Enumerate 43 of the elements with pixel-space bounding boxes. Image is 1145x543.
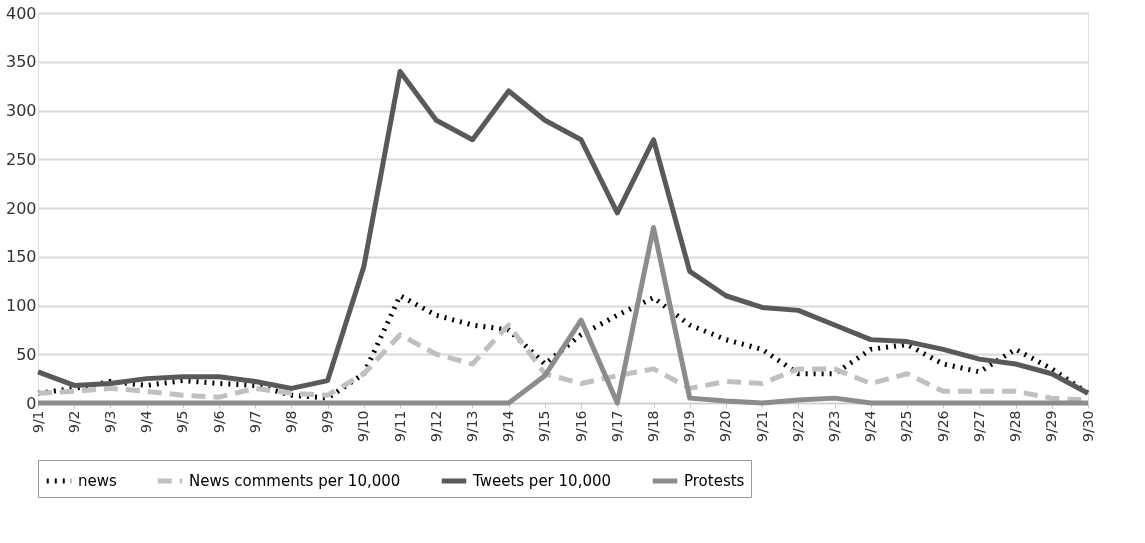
x-tick-label: 9/17	[608, 410, 625, 442]
x-tick-label: 9/10	[355, 410, 372, 442]
x-tick-label: 9/23	[826, 410, 843, 442]
legend-label: Protests	[684, 472, 745, 490]
x-tick-label: 9/13	[463, 410, 480, 442]
y-tick-label: 250	[5, 149, 37, 169]
y-tick-label: 400	[5, 3, 37, 23]
legend-label: Tweets per 10,000	[472, 472, 612, 490]
x-tick-label: 9/4	[138, 410, 155, 434]
x-tick-label: 9/30	[1079, 410, 1096, 442]
x-tick-label: 9/22	[789, 410, 806, 442]
y-tick-label: 350	[5, 52, 37, 72]
x-tick-label: 9/27	[970, 410, 987, 442]
x-tick-label: 9/11	[391, 410, 408, 442]
x-tick-label: 9/12	[427, 410, 444, 442]
x-tick-label: 9/28	[1007, 410, 1024, 442]
y-tick-label: 100	[5, 296, 37, 315]
x-tick-label: 9/3	[101, 410, 118, 434]
x-tick-label: 9/19	[681, 410, 698, 442]
x-tick-label: 9/25	[898, 410, 915, 442]
x-tick-label: 9/16	[572, 410, 589, 442]
x-tick-label: 9/20	[717, 410, 734, 442]
x-tick-label: 9/24	[862, 410, 879, 442]
x-tick-label: 9/15	[536, 410, 553, 442]
x-tick-label: 9/9	[319, 410, 336, 434]
y-tick-label: 150	[5, 247, 37, 267]
x-tick-label: 9/21	[753, 410, 770, 442]
legend-label: news	[78, 472, 117, 490]
x-tick-label: 9/6	[210, 410, 227, 434]
x-tick-label: 9/1	[29, 410, 46, 434]
y-tick-label: 0	[26, 393, 37, 413]
y-tick-label: 300	[5, 101, 37, 120]
x-tick-label: 9/5	[174, 410, 191, 434]
y-tick-label: 50	[16, 344, 37, 364]
x-tick-label: 9/29	[1043, 410, 1060, 442]
x-tick-label: 9/2	[65, 410, 82, 434]
x-tick-label: 9/8	[282, 410, 299, 434]
x-tick-label: 9/26	[934, 410, 951, 442]
x-tick-label: 9/14	[500, 410, 517, 442]
legend-label: News comments per 10,000	[189, 472, 401, 490]
x-tick-label: 9/7	[246, 410, 263, 434]
y-tick-label: 200	[5, 198, 37, 218]
x-tick-label: 9/18	[645, 410, 662, 442]
